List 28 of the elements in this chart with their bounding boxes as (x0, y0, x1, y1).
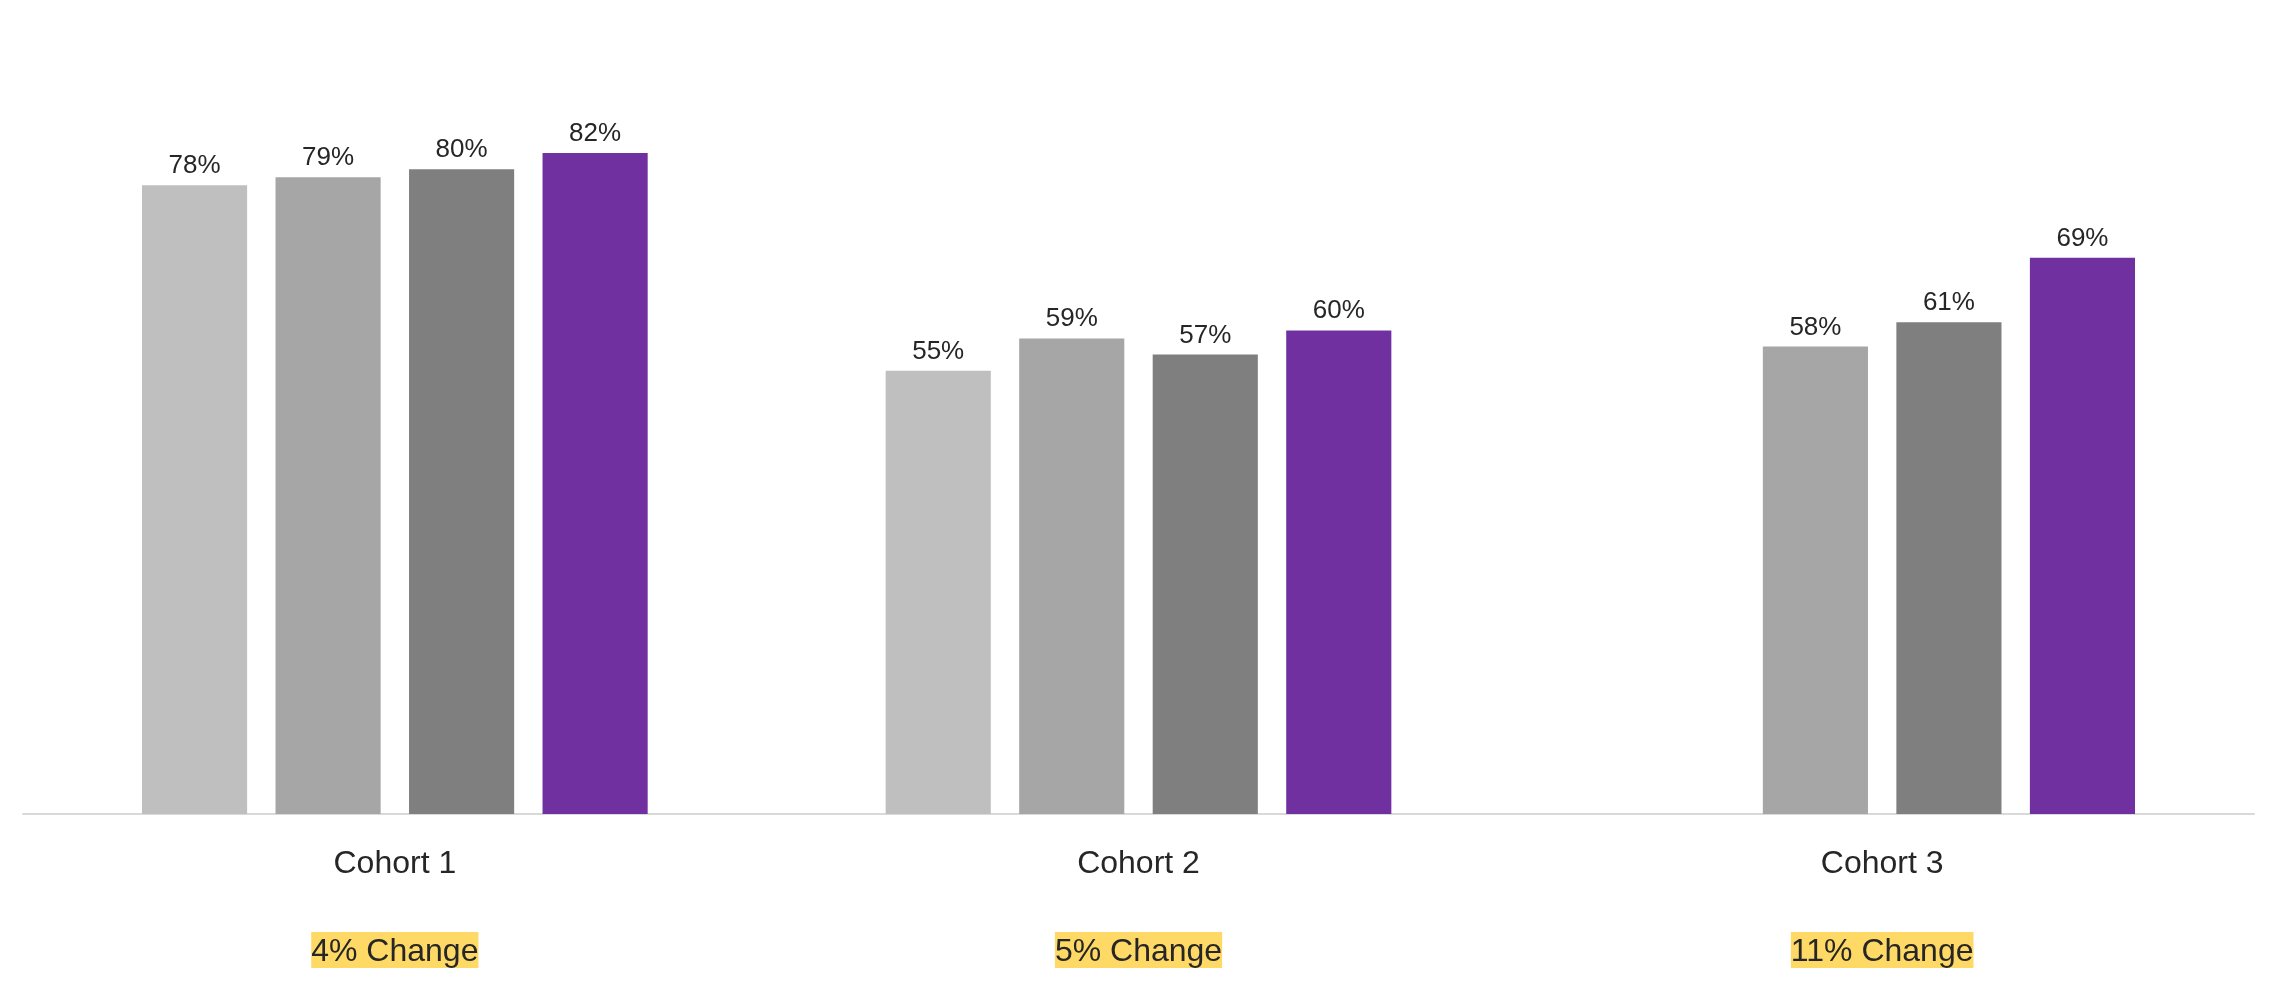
bar (1762, 346, 1868, 814)
data-label: 55% (912, 334, 965, 365)
bar (1286, 330, 1392, 814)
text: 4% Change (311, 932, 479, 968)
bar (1152, 354, 1258, 814)
text: 11% Change (1790, 932, 1974, 968)
bar (2029, 257, 2136, 814)
data-label: 58% (1789, 310, 1842, 341)
data-label: 79% (302, 141, 355, 172)
data-label: 78% (168, 149, 221, 180)
data-label: 59% (1045, 302, 1098, 333)
data-label: 80% (435, 133, 488, 164)
data-label: 69% (2056, 221, 2109, 252)
data-label: 57% (1179, 318, 1232, 349)
bar (275, 177, 381, 814)
bar (141, 185, 248, 814)
bar (542, 153, 648, 814)
data-label: 61% (1922, 286, 1975, 317)
bar (885, 370, 991, 814)
x-tick-label: Cohort 2 (1077, 844, 1200, 880)
data-label: 82% (569, 117, 622, 148)
x-tick-label: Cohort 1 (333, 844, 457, 880)
text: 5% Change (1054, 932, 1223, 968)
bar (1019, 338, 1125, 814)
bar (409, 169, 515, 814)
data-label: 60% (1312, 294, 1365, 325)
x-tick-label: Cohort 3 (1820, 844, 1944, 880)
bar (1896, 322, 2002, 814)
